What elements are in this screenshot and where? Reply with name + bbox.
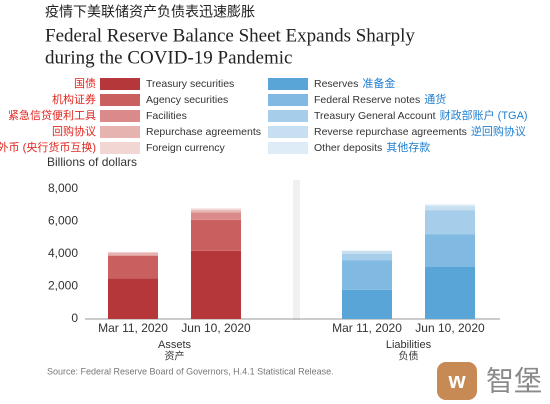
bar-segment bbox=[425, 204, 475, 207]
group-label-cn: 资产 bbox=[165, 350, 185, 363]
bar-segment bbox=[425, 234, 475, 267]
y-axis-label: Billions of dollars bbox=[47, 155, 137, 169]
legend-label-cn: 回购协议 bbox=[52, 124, 96, 138]
legend-swatch bbox=[268, 78, 308, 90]
y-tick-label: 6,000 bbox=[48, 214, 78, 228]
bar-segment bbox=[191, 208, 241, 211]
legend-label-cn: 逆回购协议 bbox=[471, 124, 526, 138]
legend-swatch bbox=[100, 94, 140, 106]
legend-label: Agency securities bbox=[146, 94, 228, 106]
x-tick-label: Mar 11, 2020 bbox=[98, 321, 168, 335]
group-divider bbox=[293, 180, 300, 320]
legend-label-cn: 机构证券 bbox=[52, 92, 96, 106]
y-tick-label: 2,000 bbox=[48, 279, 78, 293]
legend-label-cn: 紧急信贷便利工具 bbox=[8, 108, 96, 122]
chart-title: Federal Reserve Balance Sheet Expands Sh… bbox=[45, 25, 415, 46]
bar-segment bbox=[342, 254, 392, 261]
legend-swatch bbox=[268, 126, 308, 138]
legend-label: Treasury General Account bbox=[314, 110, 436, 122]
legend-label: Other deposits bbox=[314, 142, 382, 154]
y-tick-label: 4,000 bbox=[48, 246, 78, 260]
legend-swatch bbox=[268, 94, 308, 106]
bar-segment bbox=[191, 219, 241, 251]
legend-label-cn: 准备金 bbox=[362, 76, 395, 90]
legend-label-cn: 通货 bbox=[424, 92, 446, 106]
bar-segment bbox=[108, 252, 158, 256]
legend-swatch bbox=[100, 126, 140, 138]
x-tick-label: Jun 10, 2020 bbox=[415, 321, 485, 335]
bar-segment bbox=[108, 278, 158, 319]
chart-title-cn: 疫情下美联储资产负债表迅速膨胀 bbox=[45, 4, 255, 20]
bar-segment bbox=[191, 210, 241, 213]
legend-swatch bbox=[100, 142, 140, 154]
legend-label: Treasury securities bbox=[146, 78, 234, 90]
legend-label-cn: 其他存款 bbox=[386, 140, 430, 154]
watermark-logo-mark: w bbox=[447, 368, 466, 393]
y-tick-label: 0 bbox=[71, 311, 78, 325]
legend-swatch bbox=[100, 78, 140, 90]
bar-segment bbox=[342, 260, 392, 290]
group-label: Liabilities bbox=[386, 339, 432, 351]
legend-label: Repurchase agreements bbox=[146, 126, 261, 138]
y-tick-label: 8,000 bbox=[48, 181, 78, 195]
watermark-logo bbox=[437, 362, 477, 400]
watermark: 智堡 bbox=[486, 365, 542, 396]
legend-label: Reserves bbox=[314, 78, 358, 90]
bar-segment bbox=[342, 289, 392, 319]
legend-label-cn: 财政部账户 (TGA) bbox=[440, 108, 528, 122]
legend-label: Foreign currency bbox=[146, 142, 226, 154]
bar-segment bbox=[342, 250, 392, 254]
legend-label: Reverse repurchase agreements bbox=[314, 126, 467, 138]
legend-label: Facilities bbox=[146, 110, 187, 122]
source: Source: Federal Reserve Board of Governo… bbox=[47, 366, 334, 376]
group-label-cn: 负债 bbox=[399, 350, 419, 363]
legend-swatch bbox=[100, 110, 140, 122]
bar-segment bbox=[191, 212, 241, 220]
legend-label-cn: 外币 (央行货币互换) bbox=[0, 140, 96, 154]
bar-segment bbox=[425, 267, 475, 319]
legend-swatch bbox=[268, 110, 308, 122]
x-tick-label: Jun 10, 2020 bbox=[181, 321, 251, 335]
bar-segment bbox=[425, 206, 475, 211]
legend-swatch bbox=[268, 142, 308, 154]
bar-segment bbox=[191, 250, 241, 319]
legend-label-cn: 国债 bbox=[74, 76, 96, 90]
bar-segment bbox=[425, 210, 475, 235]
chart-title: during the COVID-19 Pandemic bbox=[45, 47, 292, 68]
x-tick-label: Mar 11, 2020 bbox=[332, 321, 402, 335]
group-label: Assets bbox=[158, 339, 192, 351]
legend-label: Federal Reserve notes bbox=[314, 94, 420, 106]
bar-segment bbox=[108, 255, 158, 279]
